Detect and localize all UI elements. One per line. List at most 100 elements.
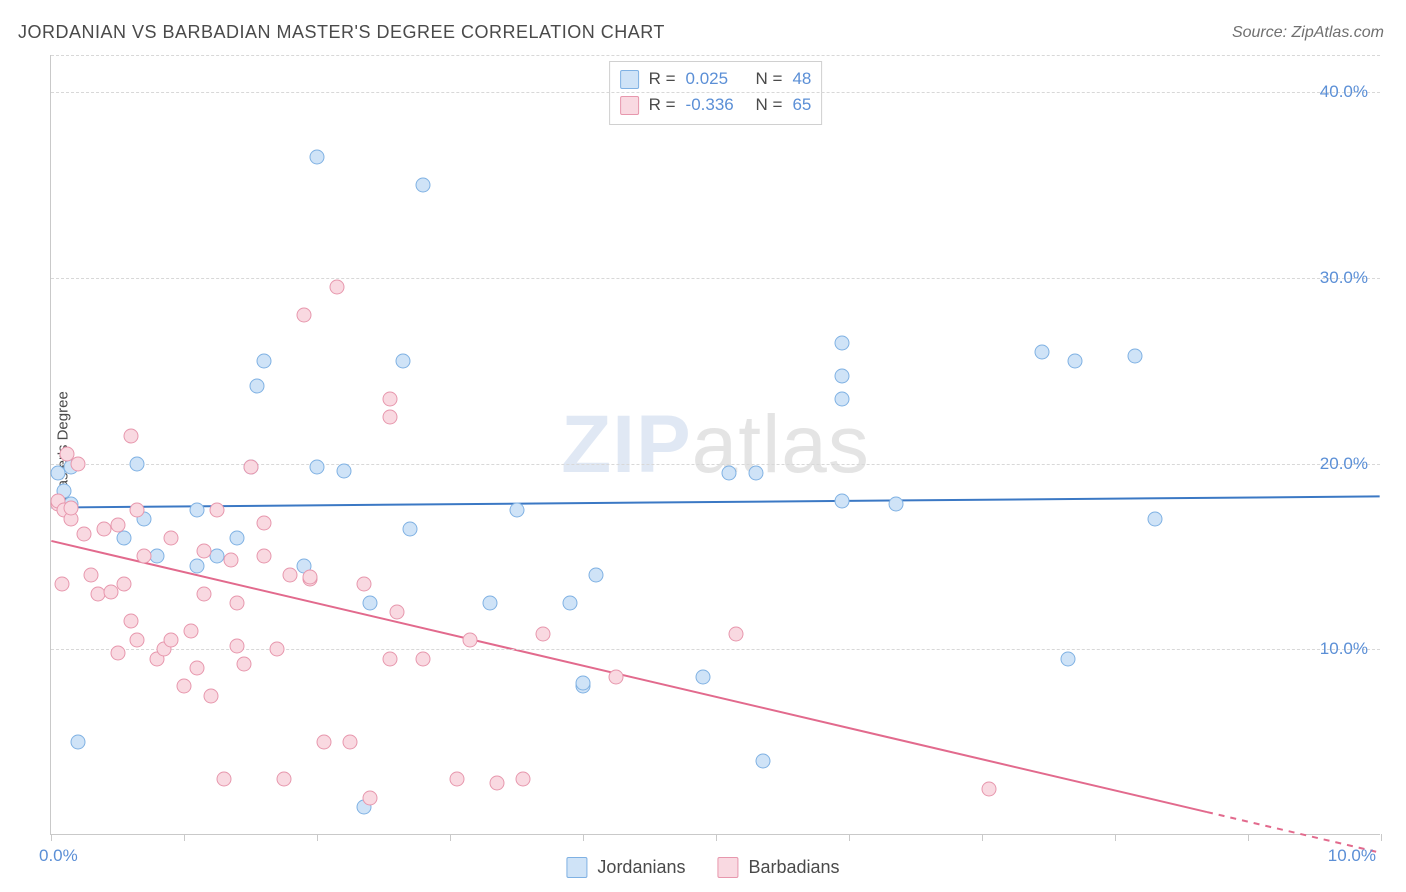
data-point — [516, 772, 531, 787]
data-point — [223, 553, 238, 568]
stat-row-barbadians: R = -0.336 N = 65 — [620, 92, 812, 118]
watermark-atlas: atlas — [692, 399, 870, 490]
data-point — [383, 651, 398, 666]
data-point — [210, 503, 225, 518]
data-point — [981, 781, 996, 796]
x-tick — [51, 834, 52, 841]
data-point — [283, 568, 298, 583]
data-point — [609, 670, 624, 685]
data-point — [383, 410, 398, 425]
watermark: ZIPatlas — [561, 398, 870, 492]
data-point — [310, 150, 325, 165]
data-point — [243, 460, 258, 475]
data-point — [416, 178, 431, 193]
x-tick — [450, 834, 451, 841]
y-gridline — [51, 649, 1380, 650]
x-tick — [1248, 834, 1249, 841]
data-point — [562, 595, 577, 610]
x-tick — [982, 834, 983, 841]
x-tick — [849, 834, 850, 841]
y-tick-label: 20.0% — [1320, 454, 1368, 474]
bottom-legend: Jordanians Barbadians — [566, 857, 839, 878]
data-point — [835, 493, 850, 508]
chart-title: JORDANIAN VS BARBADIAN MASTER'S DEGREE C… — [18, 22, 665, 43]
data-point — [117, 577, 132, 592]
x-tick — [1381, 834, 1382, 841]
y-gridline — [51, 92, 1380, 93]
legend-item-jordanians: Jordanians — [566, 857, 685, 878]
data-point — [196, 543, 211, 558]
data-point — [77, 527, 92, 542]
trend-lines — [51, 55, 1380, 834]
data-point — [835, 369, 850, 384]
data-point — [230, 595, 245, 610]
data-point — [123, 428, 138, 443]
data-point — [110, 646, 125, 661]
data-point — [1147, 512, 1162, 527]
data-point — [117, 530, 132, 545]
stat-n-label: N = — [756, 92, 783, 118]
data-point — [130, 456, 145, 471]
data-point — [196, 586, 211, 601]
data-point — [835, 335, 850, 350]
data-point — [276, 772, 291, 787]
data-point — [130, 633, 145, 648]
trend-line — [51, 496, 1379, 507]
data-point — [70, 735, 85, 750]
data-point — [589, 568, 604, 583]
x-axis-left-label: 0.0% — [39, 846, 78, 866]
data-point — [383, 391, 398, 406]
data-point — [177, 679, 192, 694]
data-point — [1034, 345, 1049, 360]
data-point — [123, 614, 138, 629]
data-point — [363, 595, 378, 610]
data-point — [1068, 354, 1083, 369]
data-point — [150, 549, 165, 564]
data-point — [343, 735, 358, 750]
data-point — [256, 516, 271, 531]
data-point — [748, 465, 763, 480]
x-tick — [317, 834, 318, 841]
data-point — [316, 735, 331, 750]
data-point — [256, 354, 271, 369]
data-point — [303, 569, 318, 584]
y-gridline-top — [51, 55, 1380, 56]
data-point — [356, 577, 371, 592]
legend-item-barbadians: Barbadians — [717, 857, 839, 878]
data-point — [363, 790, 378, 805]
stat-r-label: R = — [649, 92, 676, 118]
data-point — [755, 753, 770, 768]
source-attribution: Source: ZipAtlas.com — [1232, 24, 1384, 42]
data-point — [336, 464, 351, 479]
stat-n-label: N = — [756, 66, 783, 92]
plot-area: ZIPatlas R = 0.025 N = 48 R = -0.336 N =… — [50, 55, 1380, 835]
data-point — [835, 391, 850, 406]
stat-r-value-barbadians: -0.336 — [686, 92, 746, 118]
legend-swatch-barbadians-icon — [717, 857, 738, 878]
stat-row-jordanians: R = 0.025 N = 48 — [620, 66, 812, 92]
x-tick — [184, 834, 185, 841]
data-point — [137, 549, 152, 564]
data-point — [728, 627, 743, 642]
swatch-jordanians-icon — [620, 70, 639, 89]
data-point — [489, 776, 504, 791]
data-point — [396, 354, 411, 369]
data-point — [230, 530, 245, 545]
data-point — [256, 549, 271, 564]
legend-swatch-jordanians-icon — [566, 857, 587, 878]
data-point — [163, 633, 178, 648]
stat-n-value-jordanians: 48 — [792, 66, 811, 92]
data-point — [722, 465, 737, 480]
data-point — [329, 280, 344, 295]
data-point — [183, 623, 198, 638]
watermark-zip: ZIP — [561, 399, 692, 490]
data-point — [83, 568, 98, 583]
data-point — [576, 675, 591, 690]
data-point — [54, 577, 69, 592]
data-point — [203, 688, 218, 703]
data-point — [190, 660, 205, 675]
data-point — [695, 670, 710, 685]
x-tick — [1115, 834, 1116, 841]
data-point — [416, 651, 431, 666]
data-point — [296, 308, 311, 323]
